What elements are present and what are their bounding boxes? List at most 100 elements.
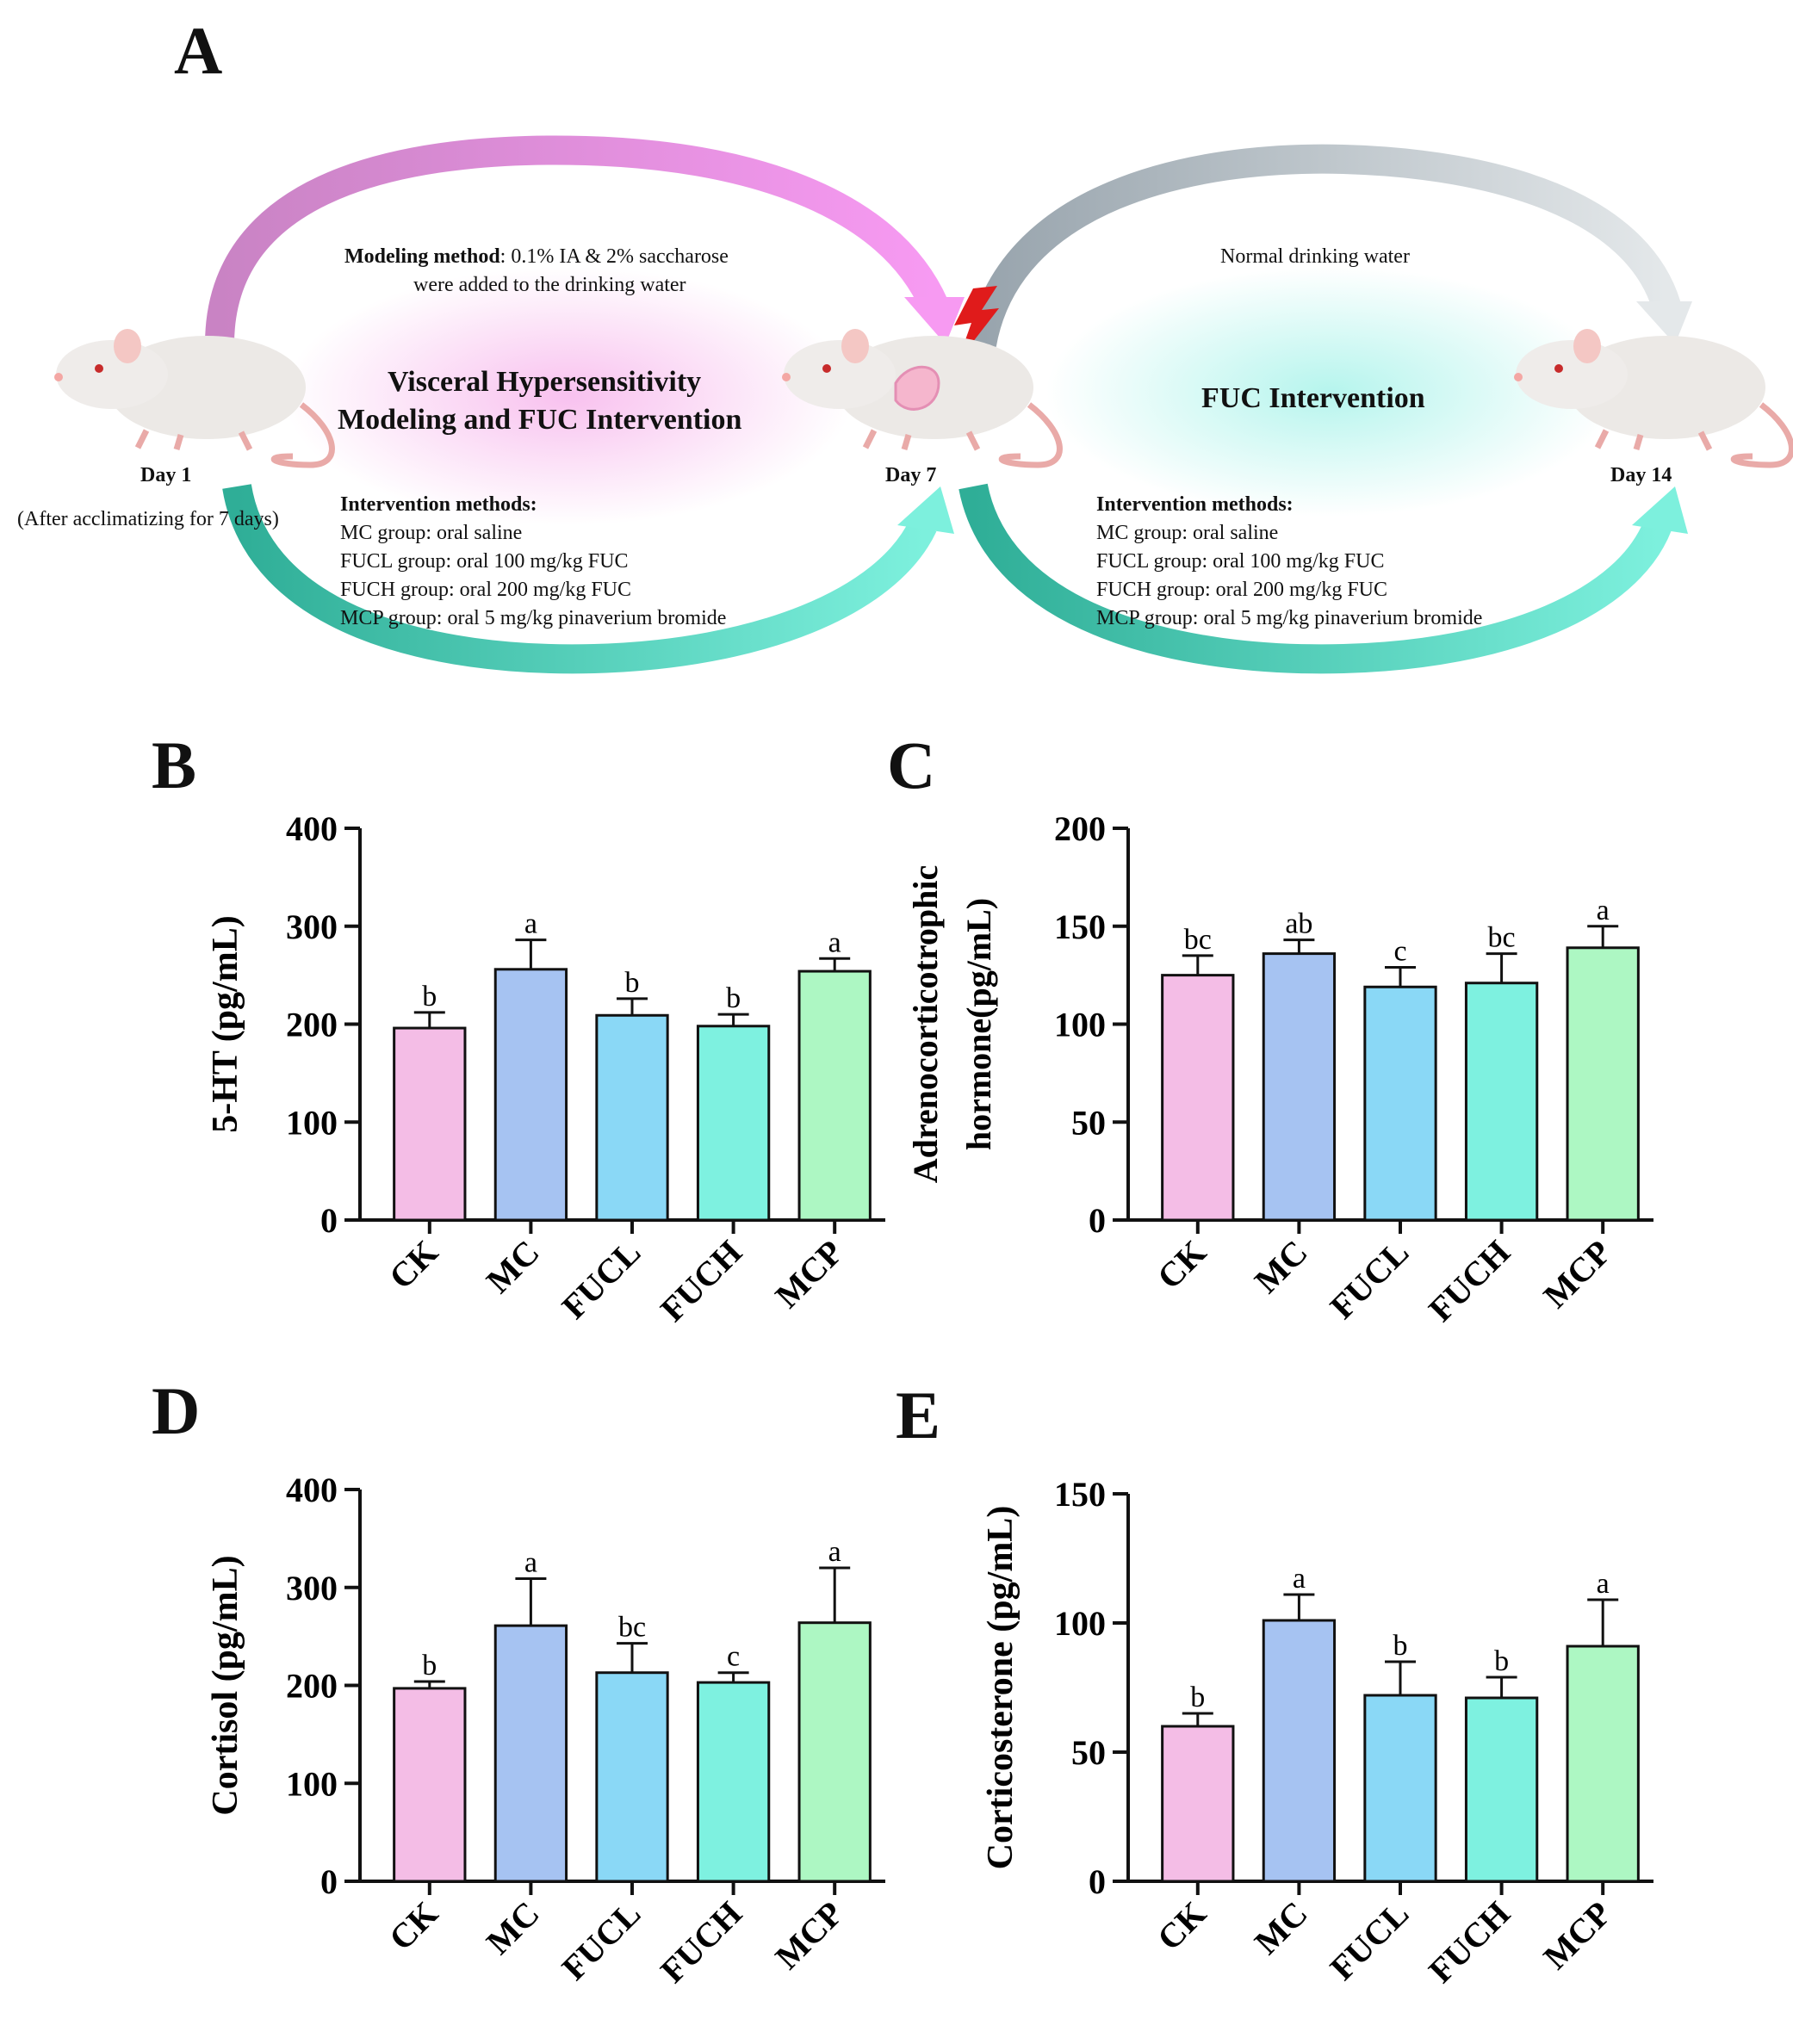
- significance-letter: bc: [618, 1612, 646, 1644]
- y-tick-label: 0: [320, 1201, 338, 1240]
- y-axis-label: Adrenocorticotrophic: [906, 865, 945, 1184]
- arrow-phase1-bottom: [222, 483, 937, 674]
- x-tick-label: CK: [1150, 1894, 1213, 1958]
- y-tick-label: 200: [286, 1006, 338, 1044]
- day14-label: Day 14: [1610, 464, 1672, 486]
- bar-mc: [1262, 1619, 1337, 1883]
- bar-mcp: [797, 969, 872, 1222]
- significance-letter: c: [727, 1641, 740, 1673]
- significance-letter: b: [726, 982, 741, 1014]
- y-tick-label: 300: [286, 1569, 338, 1607]
- bar-fucl: [595, 1013, 669, 1222]
- mouse-day14-icon: [1514, 329, 1793, 468]
- significance-letter: bc: [1184, 924, 1212, 956]
- x-tick-label: FUCH: [1421, 1894, 1517, 1991]
- x-tick-label: MC: [1247, 1894, 1315, 1962]
- significance-letter: bc: [1488, 922, 1516, 954]
- y-axis-label: Corticosterone (pg/mL): [981, 1506, 1021, 1870]
- significance-letter: b: [422, 1650, 437, 1682]
- y-axis-label: 5-HT (pg/mL): [206, 915, 245, 1132]
- intervention-method: FUCH group: oral 200 mg/kg FUC: [340, 579, 632, 601]
- bar-fucl: [595, 1671, 669, 1883]
- phase2-top-text: Normal drinking water: [1220, 245, 1410, 268]
- y-axis-label: Cortisol (pg/mL): [206, 1555, 245, 1815]
- significance-letter: b: [1393, 1630, 1408, 1662]
- significance-letter: a: [1293, 1563, 1306, 1595]
- bar-mc: [493, 1624, 568, 1883]
- y-tick-label: 0: [1089, 1201, 1106, 1240]
- y-tick-label: 0: [320, 1862, 338, 1901]
- panel-label-d: D: [152, 1373, 201, 1448]
- panel-label-e: E: [896, 1378, 941, 1452]
- panel-label-b: B: [152, 728, 197, 802]
- intervention-block-phase1: Intervention methods: MC group: oral sal…: [340, 491, 726, 633]
- y-tick-label: 0: [1089, 1862, 1106, 1901]
- bar-fuch: [696, 1681, 771, 1883]
- modeling-method-label: Modeling method: [344, 245, 500, 268]
- y-tick-label: 150: [1054, 1475, 1106, 1514]
- x-tick-label: FUCL: [1323, 1894, 1417, 1988]
- arrowhead-phase2-top: [1636, 301, 1692, 344]
- bar-ck: [393, 1687, 467, 1883]
- y-axis-label: hormone(pg/mL): [959, 898, 998, 1150]
- modeling-method-text1: : 0.1% IA & 2% saccharose: [499, 245, 729, 268]
- y-tick-label: 300: [286, 907, 338, 946]
- intervention-method: FUCL group: oral 100 mg/kg FUC: [340, 550, 629, 573]
- arrow-phase1-top: [205, 135, 948, 345]
- intervention-method: FUCH group: oral 200 mg/kg FUC: [1096, 579, 1388, 601]
- significance-letter: a: [524, 1547, 537, 1579]
- y-tick-label: 50: [1071, 1103, 1106, 1142]
- significance-letter: b: [1494, 1645, 1509, 1677]
- bar-fuch: [1464, 1696, 1539, 1883]
- bar-fuch: [1464, 982, 1539, 1222]
- mouse-day7-icon: [782, 329, 1063, 468]
- intervention-method: MC group: oral saline: [1096, 522, 1279, 544]
- bar-fucl: [1363, 1694, 1437, 1883]
- significance-letter: a: [828, 926, 841, 958]
- phase1-title-line1: Visceral Hypersensitivity: [388, 366, 702, 398]
- significance-letter: ab: [1285, 908, 1312, 940]
- y-tick-label: 100: [286, 1764, 338, 1803]
- arrowhead-phase2-bottom: [1632, 486, 1688, 534]
- day1-label: Day 1: [140, 464, 192, 486]
- intervention-heading: Intervention methods:: [340, 493, 537, 516]
- significance-letter: b: [422, 981, 437, 1013]
- bar-ck: [1161, 1725, 1235, 1883]
- arrow-phase2-bottom: [959, 483, 1672, 674]
- panel-label-c: C: [887, 728, 936, 802]
- significance-letter: a: [828, 1536, 841, 1568]
- bar-mcp: [797, 1621, 872, 1883]
- bar-ck: [393, 1026, 467, 1222]
- arrowhead-phase1-top: [904, 297, 965, 344]
- y-tick-label: 400: [286, 809, 338, 848]
- arrow-phase2-top: [967, 144, 1681, 348]
- intervention-method: MCP group: oral 5 mg/kg pinaverium bromi…: [340, 607, 727, 629]
- phase2-title: FUC Intervention: [1201, 382, 1425, 414]
- intervention-block-phase2: Intervention methods: MC group: oral sal…: [1096, 491, 1482, 633]
- intervention-heading: Intervention methods:: [1096, 493, 1294, 516]
- schematic-graphics: [54, 135, 1793, 674]
- bar-mc: [1262, 952, 1337, 1222]
- arrowhead-phase1-bottom: [897, 486, 954, 534]
- day1-note: (After acclimatizing for 7 days): [17, 508, 279, 530]
- glow-phase1: [284, 267, 853, 525]
- y-tick-label: 200: [286, 1667, 338, 1706]
- y-tick-label: 50: [1071, 1733, 1106, 1772]
- significance-letter: b: [1190, 1682, 1205, 1713]
- y-tick-label: 100: [1054, 1604, 1106, 1643]
- y-tick-label: 100: [286, 1103, 338, 1142]
- panel-label-a: A: [174, 13, 223, 88]
- mouse-day1-icon: [54, 329, 335, 468]
- modeling-method-line2: were added to the drinking water: [413, 274, 686, 296]
- bar-mcp: [1566, 1644, 1640, 1883]
- y-tick-label: 400: [286, 1471, 338, 1509]
- y-tick-label: 200: [1054, 809, 1106, 848]
- significance-letter: a: [1597, 895, 1610, 926]
- y-tick-label: 100: [1054, 1006, 1106, 1044]
- intervention-method: MCP group: oral 5 mg/kg pinaverium bromi…: [1096, 607, 1483, 629]
- day7-label: Day 7: [885, 464, 937, 486]
- intervention-method: MC group: oral saline: [340, 522, 523, 544]
- modeling-method-line1: Modeling method: 0.1% IA & 2% saccharose: [344, 244, 729, 269]
- x-tick-label: MCP: [1536, 1894, 1618, 1977]
